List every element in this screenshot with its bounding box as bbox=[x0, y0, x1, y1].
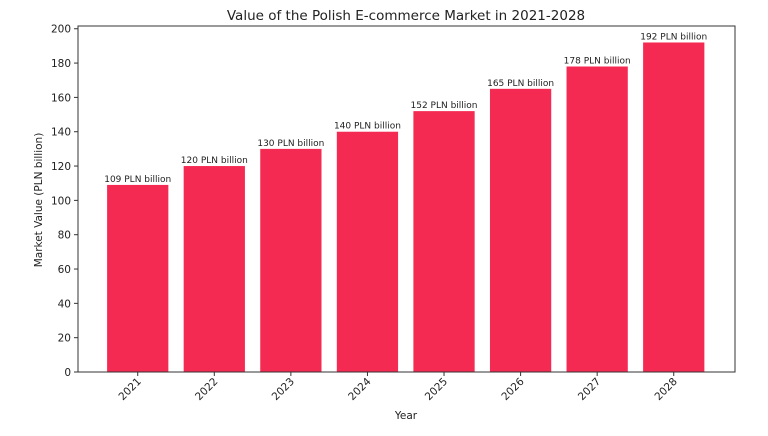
x-tick-label: 2024 bbox=[346, 375, 374, 403]
data-label: 140 PLN billion bbox=[334, 122, 401, 132]
data-label: 152 PLN billion bbox=[411, 101, 478, 111]
y-tick-label: 140 bbox=[51, 127, 71, 139]
bar-2026 bbox=[489, 88, 552, 372]
y-tick-label: 20 bbox=[58, 333, 71, 345]
data-label: 178 PLN billion bbox=[564, 57, 631, 67]
bar-2025 bbox=[413, 111, 475, 372]
chart-title: Value of the Polish E-commerce Market in… bbox=[227, 8, 585, 24]
y-tick-label: 160 bbox=[51, 92, 71, 104]
y-tick-label: 80 bbox=[58, 230, 71, 242]
bar-2027 bbox=[566, 66, 628, 372]
x-tick-label: 2026 bbox=[499, 375, 527, 403]
y-tick-label: 0 bbox=[64, 367, 71, 379]
y-tick-label: 40 bbox=[58, 298, 71, 310]
x-tick-label: 2028 bbox=[652, 376, 679, 403]
bar-2021 bbox=[107, 184, 169, 372]
x-tick-label: 2022 bbox=[193, 376, 220, 403]
x-axis-label: Year bbox=[394, 410, 418, 422]
bar-2028 bbox=[643, 42, 705, 372]
y-tick-label: 60 bbox=[58, 264, 71, 276]
data-label: 109 PLN billion bbox=[104, 175, 171, 185]
data-label: 130 PLN billion bbox=[257, 139, 324, 149]
x-tick-label: 2023 bbox=[270, 376, 297, 403]
bar-2022 bbox=[183, 166, 245, 372]
y-tick-label: 180 bbox=[51, 58, 71, 70]
data-label: 165 PLN billion bbox=[487, 79, 554, 89]
y-tick-label: 200 bbox=[51, 24, 71, 36]
y-axis-label: Market Value (PLN billion) bbox=[33, 133, 45, 268]
x-tick-label: 2021 bbox=[116, 376, 143, 403]
bar-2024 bbox=[336, 131, 399, 372]
data-label: 192 PLN billion bbox=[640, 32, 707, 42]
y-tick-label: 100 bbox=[51, 195, 71, 207]
plot-frame bbox=[77, 25, 736, 373]
y-tick-label: 120 bbox=[51, 161, 71, 173]
bar-2023 bbox=[260, 148, 322, 372]
x-tick-label: 2025 bbox=[423, 376, 450, 403]
data-label: 120 PLN billion bbox=[181, 156, 248, 166]
x-tick-label: 2027 bbox=[576, 376, 603, 403]
